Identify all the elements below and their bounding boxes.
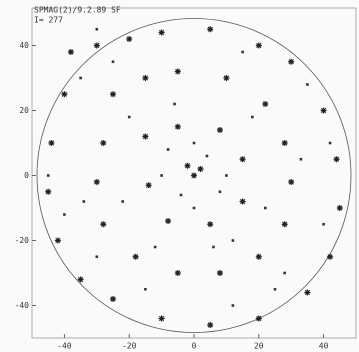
star-point [175,270,181,276]
star-point [78,277,84,283]
dot-point [219,190,222,193]
y-tick-label: 40 [19,41,29,50]
dot-point [193,207,196,210]
x-tick-label: 40 [319,342,329,351]
star-point [240,156,246,162]
star-point [110,91,116,97]
star-point [288,179,294,185]
star-point [321,108,327,114]
dot-point [322,223,325,226]
x-tick-label: 20 [254,342,264,351]
star-point [146,182,152,188]
dot-point [112,60,115,63]
star-point [45,189,51,195]
dot-point [63,213,66,216]
star-point [207,322,213,328]
star-point [207,221,213,227]
dot-point [329,142,332,145]
star-point [133,254,139,260]
dot-point [128,116,131,119]
star-point [126,36,132,42]
star-point [223,75,229,81]
star-point [100,140,106,146]
dot-point [173,103,176,106]
y-tick-label: -40 [15,301,30,310]
star-point [207,26,213,32]
star-point [282,221,288,227]
dot-point [251,116,254,119]
dot-point [300,158,303,161]
dot-point [180,194,183,197]
x-tick-label: -40 [57,342,72,351]
star-point [165,218,171,224]
star-point [256,43,262,49]
star-point [304,290,310,296]
star-point [175,69,181,75]
star-point [100,221,106,227]
dot-point [79,77,82,80]
star-point [262,101,268,107]
dot-point [274,288,277,291]
star-point [94,43,100,49]
star-point [159,30,165,36]
star-point [288,59,294,65]
star-point [61,91,67,97]
star-point [327,254,333,260]
dot-point [96,28,99,31]
star-point [256,254,262,260]
star-point [94,179,100,185]
dot-point [232,239,235,242]
chart: SPMAG(2)/9.2.89 SF I= 277 -40 -20 0 20 40 -40… [0,0,359,352]
y-tick-label: 20 [19,106,29,115]
dot-point [121,200,124,203]
star-point [191,173,197,179]
star-point [48,140,54,146]
y-tick-label: -20 [15,236,30,245]
star-point [282,140,288,146]
dot-point [193,142,196,145]
dot-point [160,174,163,177]
dot-point [232,304,235,307]
star-point [256,316,262,322]
star-point [142,75,148,81]
star-point [240,199,246,205]
dot-point [212,246,215,249]
star-point [110,296,116,302]
dot-point [264,207,267,210]
dot-point [241,51,244,54]
dot-point [225,174,228,177]
dot-point [96,255,99,258]
dot-point [206,155,209,158]
y-tick-label: 0 [24,171,29,180]
annotation: I= 277 [34,16,63,25]
x-tick-label: 0 [192,342,197,351]
dot-point [154,246,157,249]
dot-point [306,83,309,86]
dot-point [47,174,50,177]
star-point [185,163,191,169]
star-point [217,127,223,133]
annotation: SPMAG(2)/9.2.89 SF [34,6,121,15]
star-point [142,134,148,140]
star-point [68,49,74,55]
star-point [334,156,340,162]
background [0,0,359,352]
dot-point [167,148,170,151]
dot-point [144,288,147,291]
dot-point [83,200,86,203]
dot-point [283,272,286,275]
star-point [337,205,343,211]
star-point [197,166,203,172]
star-point [55,238,61,244]
x-tick-label: -20 [122,342,137,351]
star-point [217,270,223,276]
star-point [159,316,165,322]
star-point [175,124,181,130]
